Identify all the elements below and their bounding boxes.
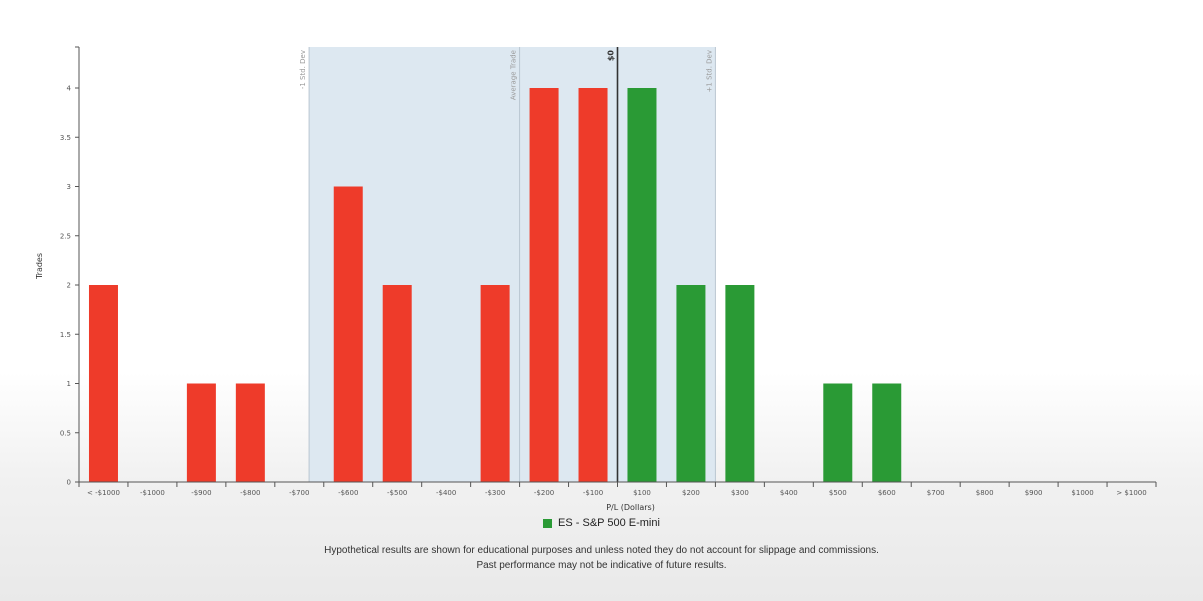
y-tick-label: 1 [67, 380, 71, 388]
plus-std-label: +1 Std. Dev [705, 50, 713, 92]
legend-label: ES - S&P 500 E-mini [558, 517, 660, 529]
bar-9 [529, 88, 559, 482]
x-tick-label: $400 [780, 489, 798, 497]
x-tick-label: > $1000 [1116, 489, 1146, 497]
disclaimer-line-2: Past performance may not be indicative o… [476, 560, 727, 571]
y-tick-label: 1.5 [60, 331, 71, 339]
bar-10 [578, 88, 608, 482]
y-tick-label: 4 [67, 85, 72, 93]
x-tick-label: -$400 [436, 489, 456, 497]
disclaimer: Hypothetical results are shown for educa… [0, 543, 1203, 573]
x-tick-label: -$600 [338, 489, 358, 497]
bar-15 [823, 383, 853, 482]
disclaimer-line-1: Hypothetical results are shown for educa… [324, 545, 879, 556]
bar-13 [725, 285, 755, 482]
x-tick-label: $800 [976, 489, 994, 497]
x-tick-label: -$100 [583, 489, 603, 497]
x-tick-label: $500 [829, 489, 847, 497]
y-tick-label: 3 [67, 183, 71, 191]
x-tick-label: $600 [878, 489, 896, 497]
x-axis-title: P/L (Dollars) [606, 503, 655, 512]
x-tick-label: -$700 [289, 489, 309, 497]
x-tick-label: -$800 [240, 489, 260, 497]
legend[interactable]: ES - S&P 500 E-mini [0, 517, 1203, 529]
y-tick-label: 2 [67, 282, 71, 290]
minus-std-label: -1 Std. Dev [299, 50, 307, 89]
x-tick-label: $900 [1025, 489, 1043, 497]
x-tick-label: $200 [682, 489, 700, 497]
x-tick-label: -$1000 [140, 489, 165, 497]
y-axis-title: Trades [35, 253, 44, 280]
x-tick-label: < -$1000 [87, 489, 120, 497]
x-tick-label: $1000 [1071, 489, 1093, 497]
y-tick-label: 3.5 [60, 134, 71, 142]
legend-swatch [543, 518, 553, 528]
x-tick-label: -$500 [387, 489, 407, 497]
bar-3 [235, 383, 265, 482]
x-tick-label: $300 [731, 489, 749, 497]
bar-12 [676, 285, 706, 482]
x-tick-label: $700 [927, 489, 945, 497]
bar-0 [88, 285, 118, 482]
y-tick-label: 0 [67, 479, 71, 487]
average-trade-label: Average Trade [510, 50, 518, 100]
x-tick-label: -$900 [191, 489, 211, 497]
bar-5 [333, 186, 363, 482]
bar-11 [627, 88, 657, 482]
x-tick-label: -$300 [485, 489, 505, 497]
zero-label: $0 [607, 50, 616, 62]
bar-16 [872, 383, 902, 482]
bar-8 [480, 285, 510, 482]
x-tick-label: -$200 [534, 489, 554, 497]
bar-6 [382, 285, 412, 482]
x-tick-label: $100 [633, 489, 651, 497]
y-tick-label: 0.5 [60, 429, 71, 437]
bar-2 [186, 383, 216, 482]
y-tick-label: 2.5 [60, 232, 71, 240]
